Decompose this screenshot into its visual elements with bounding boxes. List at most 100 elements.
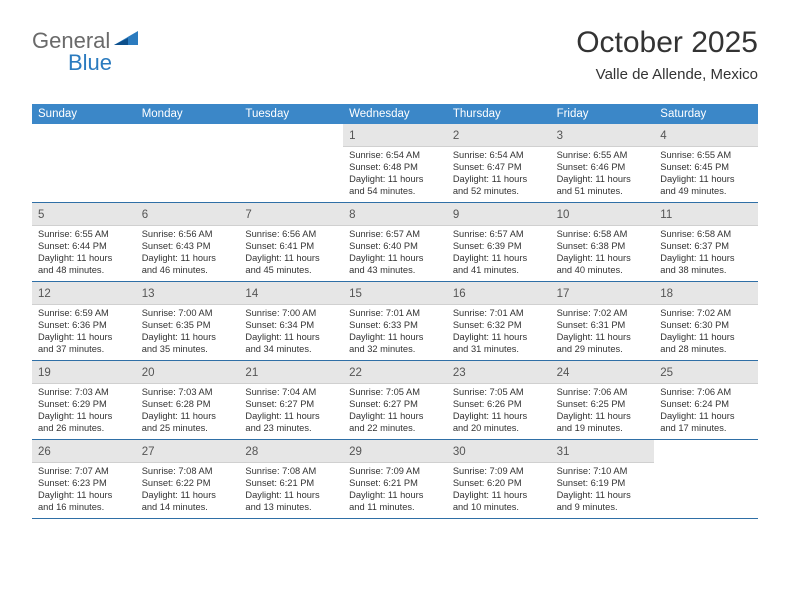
day-number: 15: [349, 288, 362, 300]
calendar-week: 12Sunrise: 6:59 AMSunset: 6:36 PMDayligh…: [32, 282, 758, 361]
sunset-line: Sunset: 6:33 PM: [349, 320, 441, 332]
day-number-bar: 11: [654, 203, 758, 226]
day-number-bar: 5: [32, 203, 136, 226]
daylight-line: Daylight: 11 hours and 51 minutes.: [557, 174, 649, 198]
month-title: October 2025: [576, 26, 758, 60]
sunset-line: Sunset: 6:21 PM: [245, 478, 337, 490]
sunrise-line: Sunrise: 7:09 AM: [349, 466, 441, 478]
day-details: Sunrise: 7:03 AMSunset: 6:28 PMDaylight:…: [136, 384, 240, 439]
daylight-line: Daylight: 11 hours and 23 minutes.: [245, 411, 337, 435]
sunset-line: Sunset: 6:43 PM: [142, 241, 234, 253]
sunset-line: Sunset: 6:30 PM: [660, 320, 752, 332]
calendar-day: 1Sunrise: 6:54 AMSunset: 6:48 PMDaylight…: [343, 124, 447, 202]
calendar-day: [654, 440, 758, 518]
day-details: Sunrise: 6:55 AMSunset: 6:44 PMDaylight:…: [32, 226, 136, 281]
calendar-week: 1Sunrise: 6:54 AMSunset: 6:48 PMDaylight…: [32, 124, 758, 203]
day-details: Sunrise: 6:56 AMSunset: 6:41 PMDaylight:…: [239, 226, 343, 281]
daylight-line: Daylight: 11 hours and 41 minutes.: [453, 253, 545, 277]
sunset-line: Sunset: 6:25 PM: [557, 399, 649, 411]
daylight-line: Daylight: 11 hours and 28 minutes.: [660, 332, 752, 356]
day-number: 19: [38, 367, 51, 379]
sunrise-line: Sunrise: 7:05 AM: [349, 387, 441, 399]
weekday-header: Monday: [136, 104, 240, 124]
sunrise-line: Sunrise: 7:08 AM: [142, 466, 234, 478]
day-number-bar: 28: [239, 440, 343, 463]
day-details: Sunrise: 7:10 AMSunset: 6:19 PMDaylight:…: [551, 463, 655, 518]
sunset-line: Sunset: 6:36 PM: [38, 320, 130, 332]
day-number-bar: 24: [551, 361, 655, 384]
weekday-header: Sunday: [32, 104, 136, 124]
calendar-day: 25Sunrise: 7:06 AMSunset: 6:24 PMDayligh…: [654, 361, 758, 439]
calendar-body: 1Sunrise: 6:54 AMSunset: 6:48 PMDaylight…: [32, 124, 758, 519]
day-details: Sunrise: 7:04 AMSunset: 6:27 PMDaylight:…: [239, 384, 343, 439]
calendar-day: 20 Sunrise: 7:03 AMSunset: 6:28 PMDayligh…: [136, 361, 240, 439]
day-number: 4: [660, 130, 666, 142]
sunrise-line: Sunrise: 7:02 AM: [557, 308, 649, 320]
calendar-day: 12 Sunrise: 6:59 AMSunset: 6:36 PMDayligh…: [32, 282, 136, 360]
day-number-bar: 10: [551, 203, 655, 226]
calendar-day: 23Sunrise: 7:05 AMSunset: 6:26 PMDayligh…: [447, 361, 551, 439]
day-number-bar: 12: [32, 282, 136, 305]
day-number-bar: 18: [654, 282, 758, 305]
day-number: 31: [557, 446, 570, 458]
sunrise-line: Sunrise: 6:59 AM: [38, 308, 130, 320]
sunrise-line: Sunrise: 6:54 AM: [349, 150, 441, 162]
calendar-day: 11Sunrise: 6:58 AMSunset: 6:37 PMDayligh…: [654, 203, 758, 281]
day-details: Sunrise: 7:08 AMSunset: 6:21 PMDaylight:…: [239, 463, 343, 518]
calendar-day: [136, 124, 240, 202]
day-details: [136, 129, 240, 136]
calendar-day: 13Sunrise: 7:00 AMSunset: 6:35 PMDayligh…: [136, 282, 240, 360]
calendar-day: 8Sunrise: 6:57 AMSunset: 6:40 PMDaylight…: [343, 203, 447, 281]
day-number-bar: 3: [551, 124, 655, 147]
day-number: 16: [453, 288, 466, 300]
sunset-line: Sunset: 6:31 PM: [557, 320, 649, 332]
sunrise-line: Sunrise: 7:07 AM: [38, 466, 130, 478]
sunset-line: Sunset: 6:46 PM: [557, 162, 649, 174]
day-number-bar: 14: [239, 282, 343, 305]
day-details: Sunrise: 7:01 AMSunset: 6:33 PMDaylight:…: [343, 305, 447, 360]
day-number: 7: [245, 209, 251, 221]
day-number-bar: 15: [343, 282, 447, 305]
daylight-line: Daylight: 11 hours and 46 minutes.: [142, 253, 234, 277]
calendar-day: 27Sunrise: 7:08 AMSunset: 6:22 PMDayligh…: [136, 440, 240, 518]
sunset-line: Sunset: 6:21 PM: [349, 478, 441, 490]
day-number-bar: 27: [136, 440, 240, 463]
sunrise-line: Sunrise: 7:01 AM: [453, 308, 545, 320]
day-details: Sunrise: 6:58 AMSunset: 6:38 PMDaylight:…: [551, 226, 655, 281]
sunset-line: Sunset: 6:24 PM: [660, 399, 752, 411]
sunrise-line: Sunrise: 6:58 AM: [557, 229, 649, 241]
day-number: 22: [349, 367, 362, 379]
day-number: 29: [349, 446, 362, 458]
day-number: 28: [245, 446, 258, 458]
day-number-bar: 20: [136, 361, 240, 384]
day-details: [32, 129, 136, 136]
daylight-line: Daylight: 11 hours and 25 minutes.: [142, 411, 234, 435]
sunrise-line: Sunrise: 7:00 AM: [245, 308, 337, 320]
sunset-line: Sunset: 6:29 PM: [38, 399, 130, 411]
weekday-header: Friday: [551, 104, 655, 124]
day-number: 21: [245, 367, 258, 379]
daylight-line: Daylight: 11 hours and 31 minutes.: [453, 332, 545, 356]
day-number-bar: 17: [551, 282, 655, 305]
calendar-day: 3Sunrise: 6:55 AMSunset: 6:46 PMDaylight…: [551, 124, 655, 202]
sunrise-line: Sunrise: 6:57 AM: [349, 229, 441, 241]
day-number: 20: [142, 367, 155, 379]
weekday-header: Saturday: [654, 104, 758, 124]
header: October 2025 Valle de Allende, Mexico: [576, 26, 758, 83]
sunset-line: Sunset: 6:27 PM: [245, 399, 337, 411]
daylight-line: Daylight: 11 hours and 49 minutes.: [660, 174, 752, 198]
day-number-bar: 4: [654, 124, 758, 147]
daylight-line: Daylight: 11 hours and 43 minutes.: [349, 253, 441, 277]
sunset-line: Sunset: 6:39 PM: [453, 241, 545, 253]
day-details: Sunrise: 7:01 AMSunset: 6:32 PMDaylight:…: [447, 305, 551, 360]
day-details: Sunrise: 7:06 AMSunset: 6:24 PMDaylight:…: [654, 384, 758, 439]
day-number-bar: 7: [239, 203, 343, 226]
sunrise-line: Sunrise: 6:56 AM: [142, 229, 234, 241]
day-details: Sunrise: 7:02 AMSunset: 6:30 PMDaylight:…: [654, 305, 758, 360]
weekday-header: Tuesday: [239, 104, 343, 124]
daylight-line: Daylight: 11 hours and 37 minutes.: [38, 332, 130, 356]
day-number-bar: 21: [239, 361, 343, 384]
day-number-bar: 1: [343, 124, 447, 147]
day-details: [239, 129, 343, 136]
sunrise-line: Sunrise: 6:57 AM: [453, 229, 545, 241]
